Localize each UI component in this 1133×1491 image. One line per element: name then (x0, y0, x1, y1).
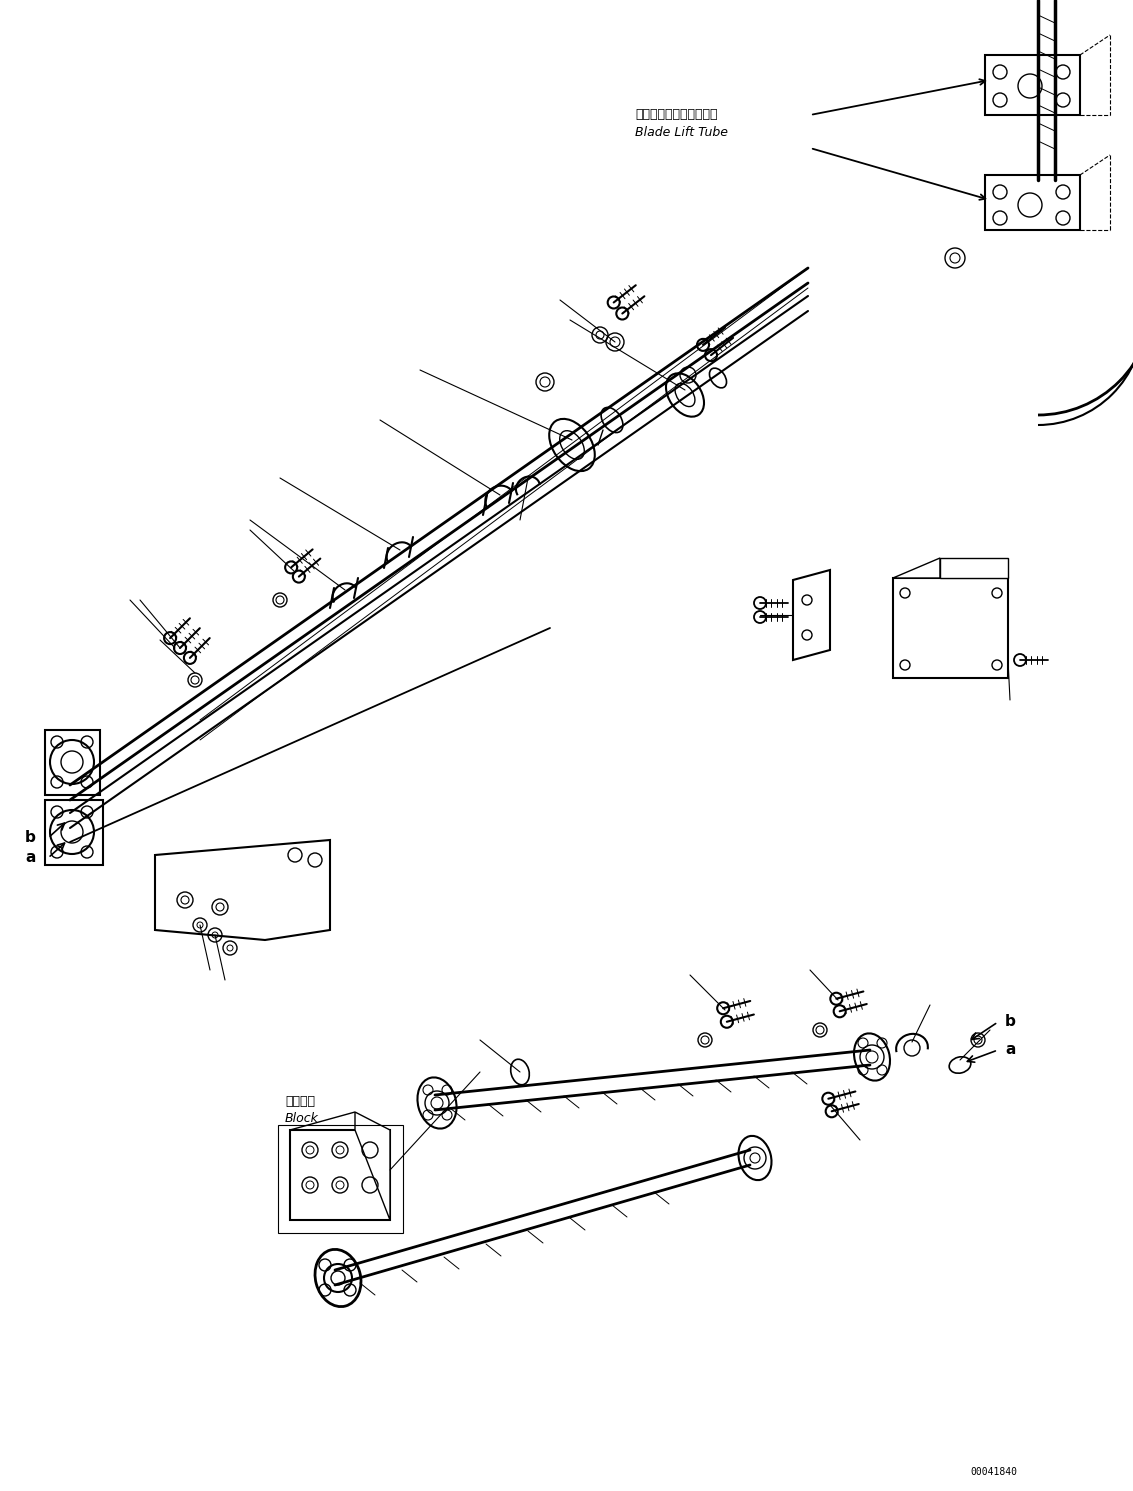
Polygon shape (155, 839, 330, 939)
Text: b: b (1005, 1014, 1016, 1029)
Text: Blade Lift Tube: Blade Lift Tube (634, 127, 729, 139)
Polygon shape (793, 570, 830, 661)
Polygon shape (893, 558, 940, 579)
Bar (893, 579, 1008, 678)
Bar (985, 55, 1080, 115)
Bar (290, 1130, 390, 1220)
Polygon shape (290, 1112, 355, 1130)
Text: a: a (1005, 1042, 1015, 1057)
Bar (45, 801, 103, 865)
Bar (985, 174, 1080, 230)
Polygon shape (355, 1112, 390, 1220)
Polygon shape (940, 558, 1008, 579)
Bar (278, 1126, 403, 1233)
Bar (45, 731, 100, 795)
Text: a: a (25, 850, 35, 865)
Text: b: b (25, 830, 36, 845)
Text: ブレードリフトチューブ: ブレードリフトチューブ (634, 107, 717, 121)
Text: Block: Block (286, 1112, 318, 1126)
Text: 00041840: 00041840 (970, 1467, 1017, 1478)
Text: ブロック: ブロック (286, 1094, 315, 1108)
